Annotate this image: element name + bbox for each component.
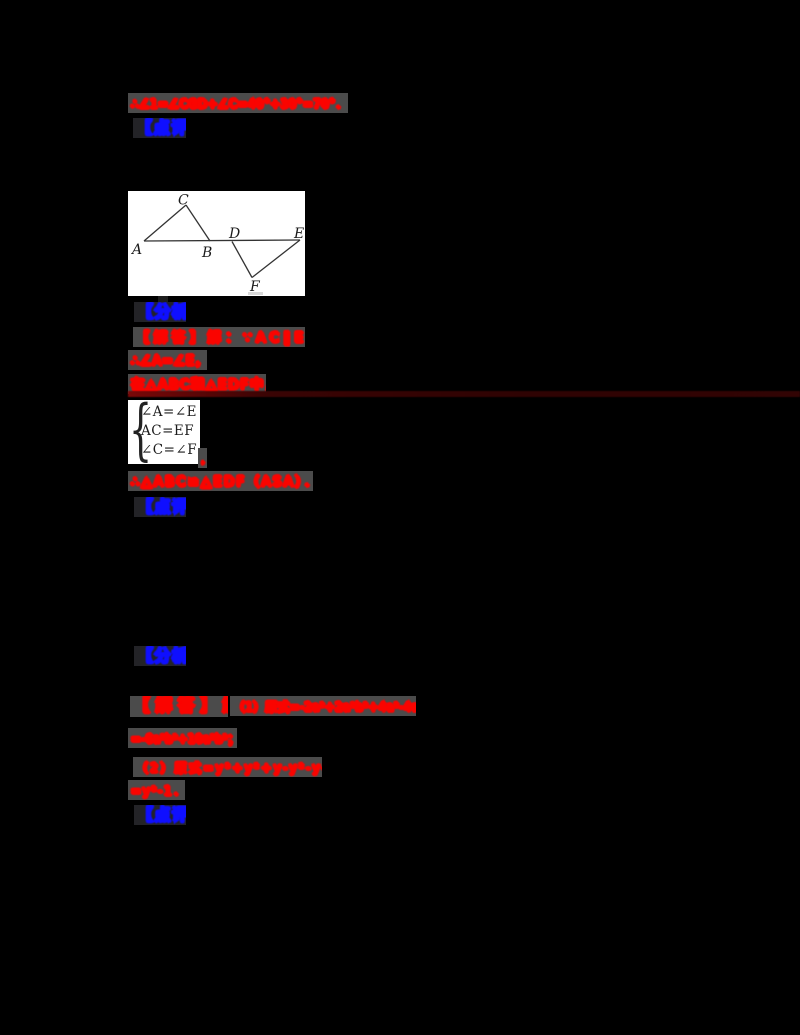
p2-analysis-label: 【分析】: [134, 302, 186, 322]
p3-comment-label-text: 【点评】: [135, 805, 186, 825]
figure-side-AC: [143, 204, 187, 242]
p3-part1-result-text: =-6a²b³+10a²b³；: [130, 731, 237, 747]
p3-part2-result-text: =y³-1．: [130, 783, 185, 799]
p1-comment-label: 【点评】: [133, 118, 186, 138]
p2-conclusion-text: ∴△ABC≌△EDF（ASA）．: [130, 474, 313, 491]
figure-label-B: B: [201, 245, 212, 261]
p3-part2-line: （2）原式=y³+y²+y-y²-y-1: [133, 757, 322, 777]
p3-part1-line-text: （1）原式=-2a³+2a²b²+4a²-4ab²: [232, 699, 416, 715]
p2-comment-label: 【点评】: [134, 497, 186, 517]
p2-solution-line-2: ∴∠A=∠E，: [128, 350, 207, 371]
equation-row-2: AC=EF: [141, 423, 195, 439]
equation-row-3: ∠C=∠F: [141, 442, 198, 458]
figure-side-DF: [231, 241, 253, 278]
p3-comment-label: 【点评】: [134, 805, 186, 825]
equation-trailing-comma-text: ，: [200, 455, 207, 466]
p1-conclusion-text: ∴∠1=∠CGD+∠C=40°+30°=70°．: [130, 96, 348, 112]
p2-solution-line-2-text: ∴∠A=∠E，: [130, 353, 207, 370]
figure-scan-smudge: [248, 292, 263, 295]
p2-conclusion-line: ∴△ABC≌△EDF（ASA）．: [128, 471, 313, 492]
equation-row-1: ∠A=∠E: [141, 404, 198, 420]
p3-part1-result: =-6a²b³+10a²b³；: [128, 728, 237, 748]
figure-baseline-ABDE: [143, 239, 301, 242]
p3-part2-result: =y³-1．: [128, 780, 185, 800]
p2-analysis-label-text: 【分析】: [135, 302, 186, 322]
figure-side-CB: [185, 204, 211, 242]
p3-analysis-label-text: 【分析】: [135, 646, 186, 666]
equation-trailing-comma: ，: [198, 448, 207, 468]
p1-comment-label-text: 【点评】: [134, 118, 186, 138]
p3-analysis-label: 【分析】: [134, 646, 186, 666]
scan-artifact-square: [158, 296, 168, 304]
equation-system-image: { ∠A=∠E AC=EF ∠C=∠F: [128, 394, 200, 466]
p2-solution-line-1: 【解答】解：∵AC∥EF，: [133, 327, 305, 347]
p3-solution-prefix-text: 【解答】解：: [132, 696, 228, 716]
figure-label-D: D: [228, 226, 240, 242]
geometry-figure-image: A B C D E F: [128, 191, 305, 296]
p1-conclusion-line: ∴∠1=∠CGD+∠C=40°+30°=70°．: [128, 93, 348, 113]
left-brace-glyph: {: [129, 391, 153, 468]
p2-solution-line-3-text: 在△ABC和△EDF中，: [130, 376, 266, 393]
p3-part1-line: （1）原式=-2a³+2a²b²+4a²-4ab²: [230, 696, 416, 716]
figure-side-FE: [251, 239, 301, 279]
jpeg-red-streak-artifact: [128, 391, 800, 397]
geometry-figure-svg: A B C D E F: [130, 193, 304, 296]
figure-label-F: F: [249, 279, 261, 295]
p3-part2-line-text: （2）原式=y³+y²+y-y²-y-1: [135, 760, 322, 776]
figure-labels: A B C D E F: [130, 193, 304, 296]
figure-label-C: C: [178, 193, 189, 209]
p3-solution-prefix: 【解答】解：: [130, 696, 228, 717]
figure-label-A: A: [130, 242, 142, 258]
figure-lines: [143, 204, 301, 279]
p2-solution-line-1-text: 【解答】解：∵AC∥EF，: [135, 329, 305, 346]
p2-comment-label-text: 【点评】: [135, 497, 186, 517]
p2-solution-line-3: 在△ABC和△EDF中，: [128, 374, 266, 394]
figure-label-E: E: [293, 226, 304, 242]
